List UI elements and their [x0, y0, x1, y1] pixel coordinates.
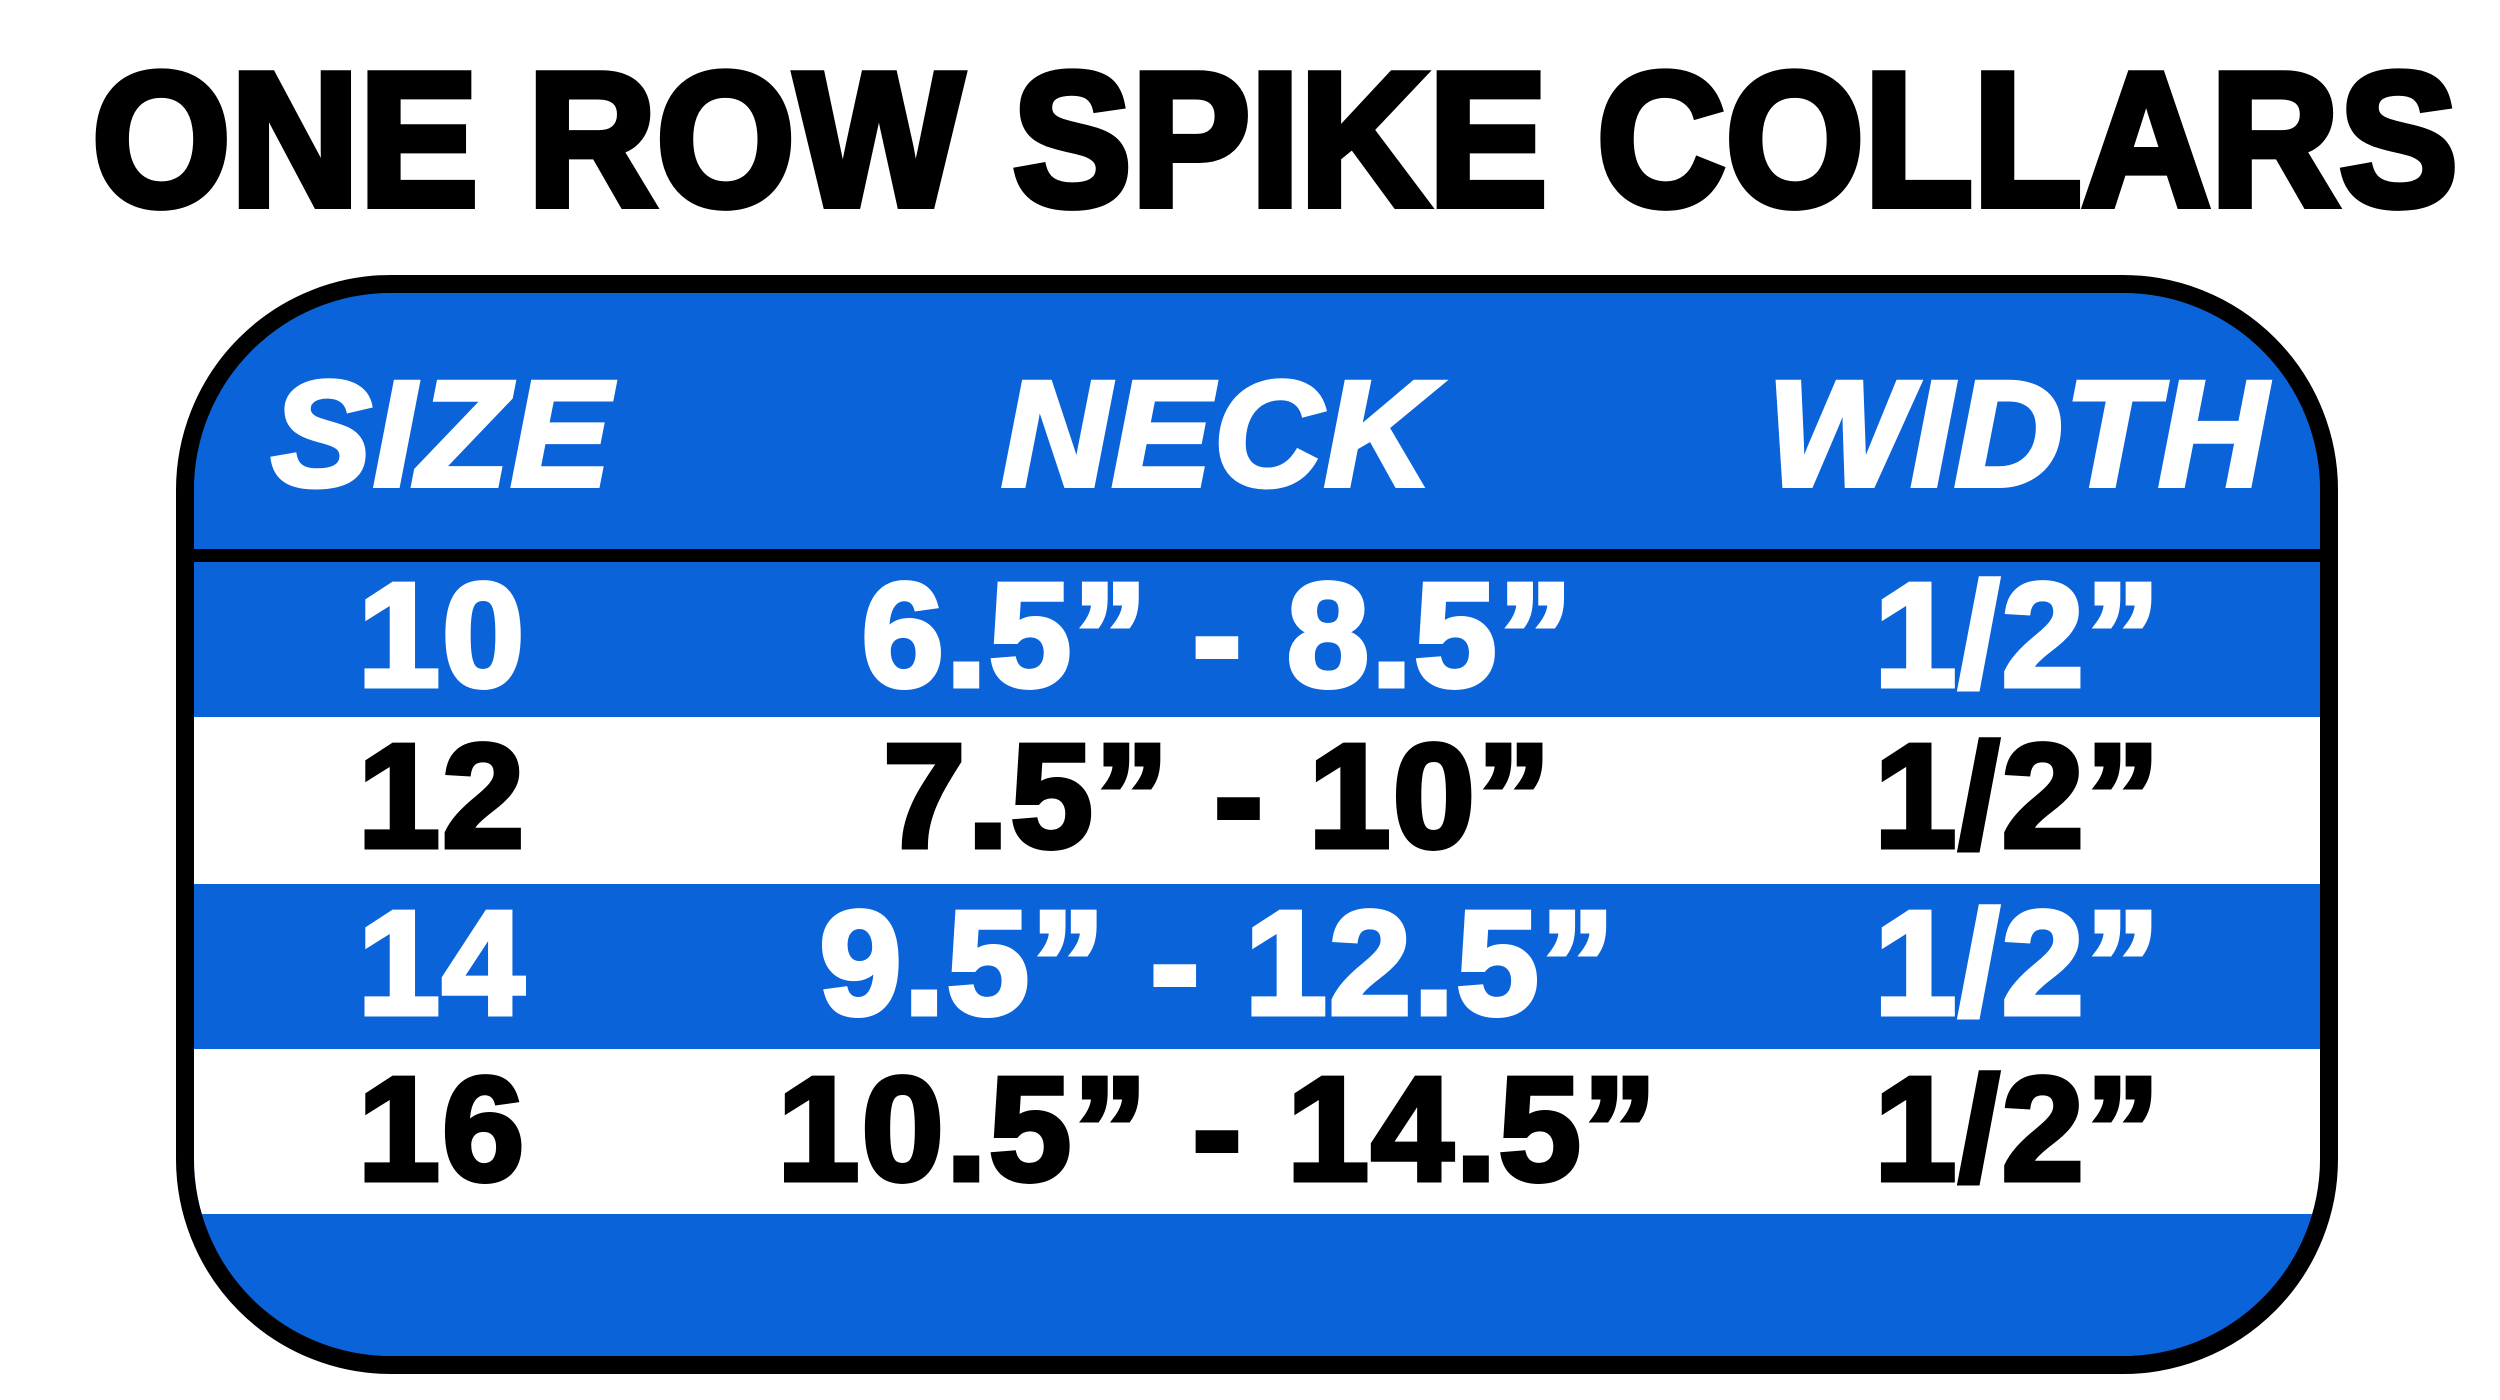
neck-value: 10.5” - 14.5” — [775, 1045, 1660, 1215]
width-value: 1/2” — [1872, 879, 2163, 1049]
width-value: 1/2” — [1872, 1045, 2163, 1215]
title-text: ONE ROW SPIKE COLLARS — [92, 40, 2458, 240]
neck-value: 9.5” - 12.5” — [817, 879, 1617, 1049]
width-value: 1/2” — [1872, 551, 2163, 721]
header-neck: NECK — [999, 347, 1435, 520]
header-size: SIZE — [269, 347, 613, 520]
table-row: 14 9.5” - 12.5” 1/2” — [194, 879, 2320, 1049]
header-width: WIDTH — [1765, 347, 2270, 520]
size-value: 16 — [355, 1045, 527, 1215]
neck-value: 7.5” - 10” — [881, 712, 1554, 882]
size-value: 12 — [355, 712, 527, 882]
neck-value: 6.5” - 8.5” — [859, 551, 1575, 721]
size-value: 14 — [355, 879, 527, 1049]
page-title: ONE ROW SPIKE COLLARS — [88, 40, 2462, 240]
table-row: 12 7.5” - 10” 1/2” — [194, 712, 2320, 884]
table-row: 16 10.5” - 14.5” 1/2” — [194, 1045, 2320, 1215]
size-chart-table: SIZE NECK WIDTH 10 6.5” - 8.5” 1/2” 12 7… — [176, 275, 2338, 1374]
header-divider — [194, 549, 2320, 562]
header-row: SIZE NECK WIDTH — [194, 293, 2320, 549]
footer-band — [194, 1214, 2320, 1356]
width-value: 1/2” — [1872, 712, 2163, 882]
table-row: 10 6.5” - 8.5” 1/2” — [194, 551, 2320, 721]
size-value: 10 — [355, 551, 527, 721]
